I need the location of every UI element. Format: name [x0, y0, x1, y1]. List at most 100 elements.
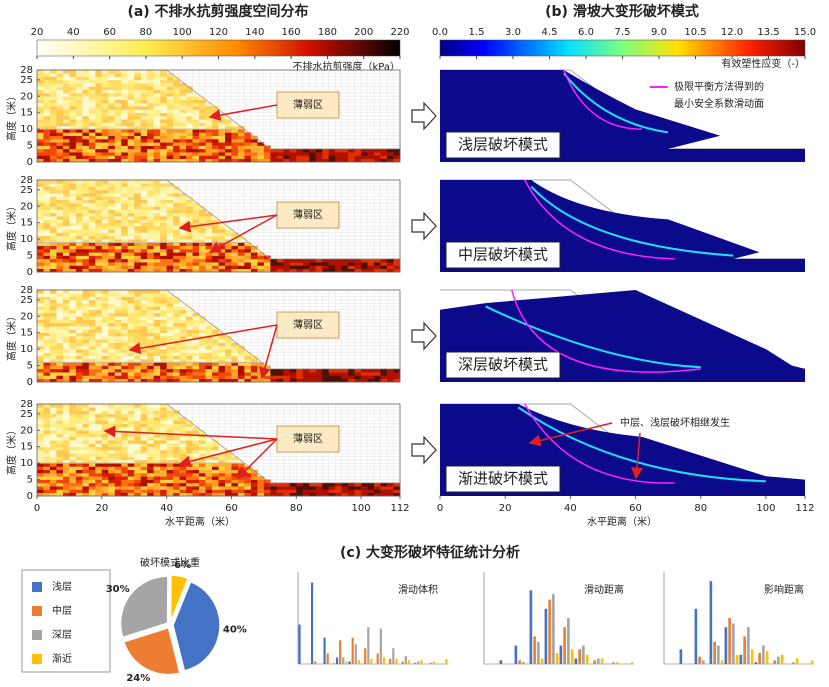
- strength-cell: [192, 446, 200, 451]
- strength-cell: [134, 122, 142, 127]
- strength-cell: [315, 155, 323, 160]
- strength-cell: [127, 332, 135, 337]
- strength-cell: [173, 242, 180, 247]
- strength-cell: [173, 492, 180, 497]
- strength-cell: [199, 355, 206, 360]
- mode-label: 浅层破坏模式: [458, 136, 548, 154]
- strength-cell: [335, 148, 342, 153]
- strength-cell: [205, 142, 213, 146]
- strength-cell: [108, 199, 116, 204]
- histogram-bar: [773, 660, 776, 664]
- strength-cell: [121, 492, 129, 497]
- strength-cell: [108, 102, 116, 107]
- strength-cell: [101, 268, 109, 273]
- strength-cell: [56, 299, 64, 304]
- strength-cell: [127, 443, 135, 448]
- strength-cell: [108, 359, 116, 363]
- strength-cell: [56, 404, 64, 408]
- strength-cell: [186, 479, 193, 484]
- strength-cell: [153, 183, 161, 187]
- strength-cell: [179, 245, 187, 250]
- strength-cell: [49, 216, 57, 220]
- strength-cell: [147, 299, 154, 304]
- colorbar-tick-label: 9.0: [651, 27, 667, 38]
- strength-cell: [199, 96, 206, 100]
- strength-cell: [380, 375, 388, 380]
- strength-cell: [62, 83, 70, 87]
- strength-cell: [153, 326, 161, 330]
- histogram-bar: [728, 618, 731, 664]
- strength-cell: [192, 427, 200, 431]
- strength-cell: [108, 436, 116, 441]
- strength-cell: [37, 239, 44, 243]
- strength-cell: [354, 375, 362, 380]
- strength-cell: [192, 459, 200, 464]
- strength-cell: [328, 368, 336, 373]
- strength-cell: [56, 132, 64, 137]
- strength-cell: [134, 189, 142, 194]
- strength-cell: [231, 142, 239, 146]
- strength-cell: [101, 319, 109, 324]
- strength-cell: [49, 76, 57, 81]
- strength-cell: [121, 99, 129, 104]
- strength-cell: [166, 209, 174, 214]
- strength-cell: [140, 99, 148, 104]
- strength-cell: [276, 489, 284, 494]
- strength-cell: [82, 132, 90, 137]
- strength-cell: [69, 443, 77, 448]
- strength-cell: [199, 322, 206, 327]
- strength-cell: [160, 148, 167, 153]
- strength-cell: [160, 232, 167, 237]
- strength-cell: [160, 265, 167, 270]
- strength-cell: [114, 433, 122, 438]
- strength-cell: [166, 453, 174, 457]
- strength-cell: [186, 446, 193, 451]
- strength-cell: [43, 222, 51, 227]
- strength-cell: [186, 456, 193, 461]
- strength-cell: [192, 486, 200, 490]
- strength-cell: [160, 222, 167, 227]
- strength-cell: [108, 332, 116, 337]
- colorbar-tick-label: 180: [318, 27, 337, 38]
- strength-cell: [160, 122, 167, 127]
- strength-cell: [205, 235, 213, 240]
- strength-cell: [56, 96, 64, 100]
- strength-cell: [147, 430, 154, 434]
- strength-cell: [95, 73, 103, 77]
- strength-cell: [387, 378, 394, 383]
- strength-cell: [69, 93, 77, 97]
- strength-cell: [341, 372, 349, 376]
- strength-cell: [173, 239, 180, 243]
- strength-cell: [224, 482, 232, 487]
- panel-c-title: (c) 大变形破坏特征统计分析: [340, 544, 520, 561]
- strength-cell: [147, 456, 154, 461]
- strength-cell: [302, 258, 310, 263]
- strength-cell: [56, 122, 64, 127]
- strength-cell: [101, 99, 109, 104]
- strength-cell: [88, 436, 96, 441]
- strength-cell: [82, 268, 90, 273]
- strength-cell: [114, 492, 122, 497]
- y-tick-label: 28: [20, 285, 33, 296]
- strength-cell: [263, 158, 271, 163]
- strength-cell: [166, 89, 174, 94]
- strength-cell: [354, 486, 362, 490]
- strength-cell: [179, 349, 187, 353]
- strength-cell: [56, 193, 64, 197]
- strength-cell: [263, 492, 271, 497]
- strength-cell: [147, 349, 154, 353]
- strength-cell: [276, 375, 284, 380]
- strength-cell: [75, 112, 83, 117]
- strength-cell: [335, 378, 342, 383]
- strength-cell: [49, 476, 57, 480]
- strength-cell: [82, 89, 90, 94]
- strength-cell: [114, 322, 122, 327]
- strength-cell: [56, 142, 64, 146]
- strength-cell: [43, 433, 51, 438]
- strength-cell: [186, 375, 193, 380]
- strength-cell: [37, 463, 44, 467]
- strength-cell: [231, 255, 239, 260]
- strength-cell: [43, 262, 51, 266]
- strength-cell: [75, 106, 83, 110]
- strength-cell: [166, 139, 174, 143]
